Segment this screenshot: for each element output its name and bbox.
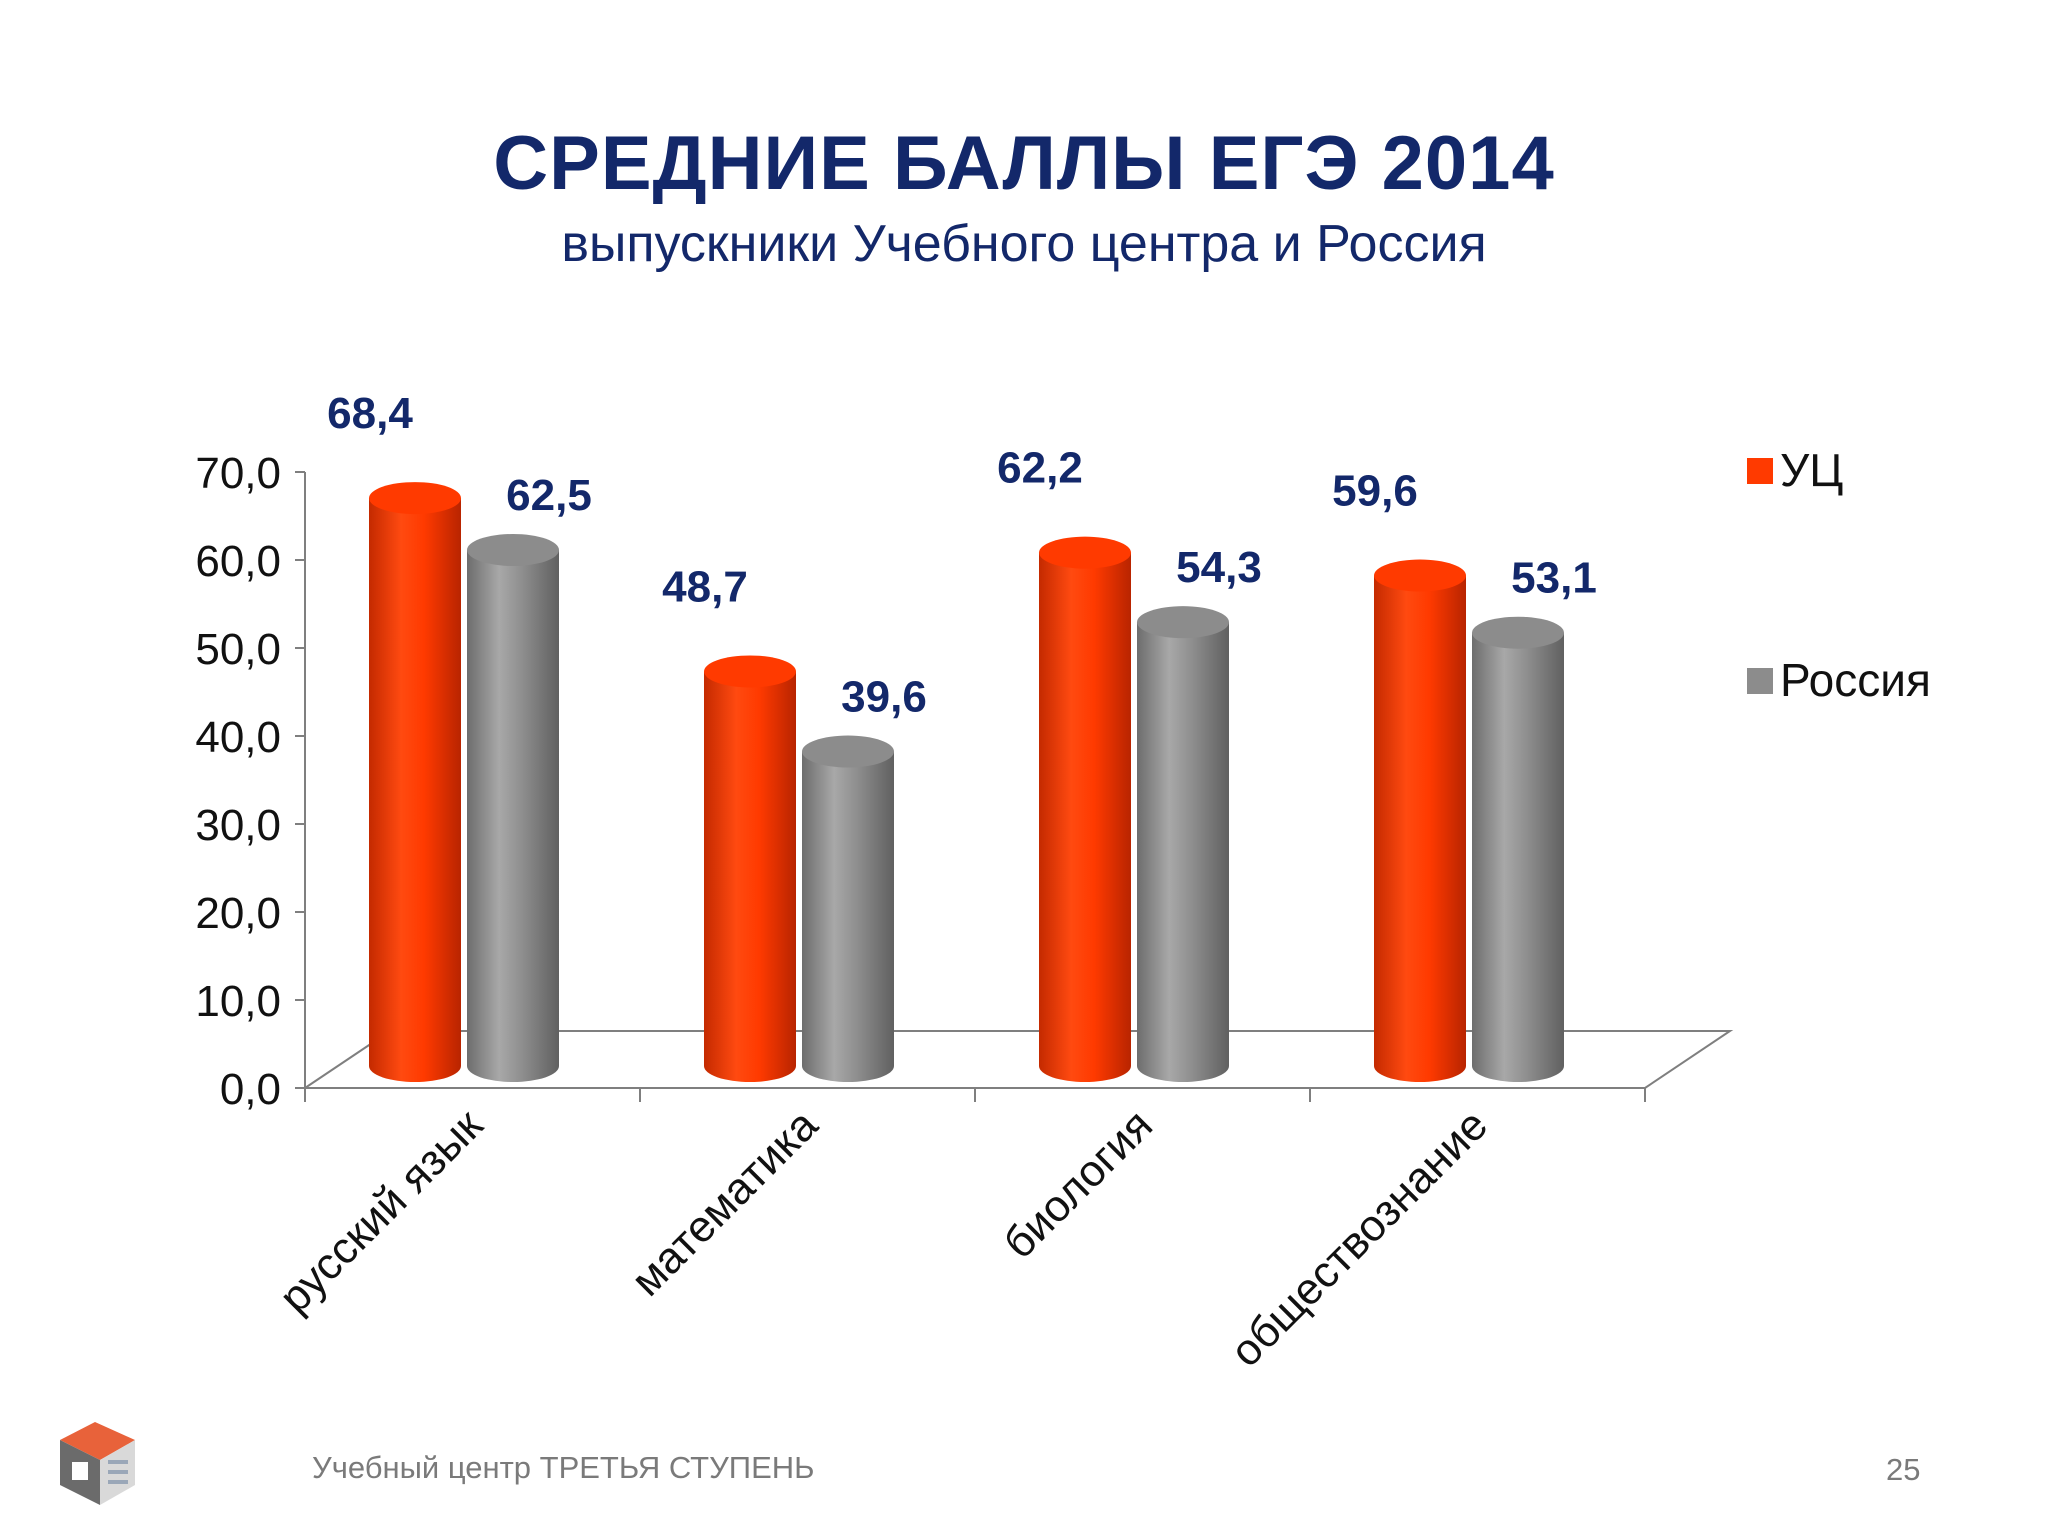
bar-russia: [1137, 606, 1229, 1082]
page-number: 25: [1886, 1452, 1921, 1487]
bar-uc: [704, 655, 796, 1082]
data-label: 68,4: [327, 389, 413, 438]
bar-top: [1472, 616, 1564, 649]
bar-uc: [1039, 536, 1131, 1082]
slide-title: СРЕДНИЕ БАЛЛЫ ЕГЭ 2014: [493, 121, 1555, 206]
bar-body: [1137, 622, 1229, 1082]
bar-uc: [369, 482, 461, 1083]
data-label: 54,3: [1176, 543, 1262, 592]
data-label: 39,6: [841, 673, 927, 722]
x-category-label: математика: [622, 1100, 827, 1305]
y-tick-label: 10,0: [195, 977, 281, 1026]
bar-body: [467, 550, 559, 1082]
data-label: 48,7: [662, 562, 748, 611]
x-category-label: русский язык: [270, 1100, 493, 1323]
data-label: 59,6: [1332, 467, 1418, 516]
slide-subtitle: выпускники Учебного центра и Россия: [561, 215, 1487, 273]
bar-body: [704, 671, 796, 1082]
legend-label: УЦ: [1780, 444, 1843, 496]
bar-russia: [467, 534, 559, 1082]
bar-body: [802, 751, 894, 1082]
bar-top: [369, 482, 461, 515]
legend-swatch: [1747, 458, 1773, 484]
bar-top: [704, 655, 796, 688]
bar-top: [467, 534, 559, 566]
data-label: 62,5: [506, 471, 592, 520]
bar-russia: [1472, 616, 1564, 1082]
data-label: 62,2: [997, 444, 1083, 493]
data-label: 53,1: [1511, 554, 1597, 603]
x-category-label: биология: [994, 1100, 1162, 1268]
y-tick-label: 30,0: [195, 801, 281, 850]
logo-icon: [60, 1422, 135, 1505]
y-tick-label: 40,0: [195, 713, 281, 762]
y-tick-label: 60,0: [195, 537, 281, 586]
y-tick-label: 0,0: [220, 1065, 281, 1114]
footer-text: Учебный центр ТРЕТЬЯ СТУПЕНЬ: [312, 1450, 815, 1485]
bar-body: [1472, 632, 1564, 1082]
bar-body: [369, 498, 461, 1083]
bar-top: [802, 735, 894, 768]
bar-body: [1039, 552, 1131, 1082]
legend-swatch: [1747, 668, 1773, 694]
bar-top: [1137, 606, 1229, 639]
bar-uc: [1374, 559, 1466, 1082]
y-tick-label: 20,0: [195, 889, 281, 938]
y-tick-label: 70,0: [195, 449, 281, 498]
bar-russia: [802, 735, 894, 1082]
bar-top: [1374, 559, 1466, 592]
legend-label: Россия: [1780, 654, 1931, 706]
x-category-label: обществознание: [1221, 1100, 1497, 1376]
bar-top: [1039, 536, 1131, 569]
bar-body: [1374, 575, 1466, 1082]
y-tick-label: 50,0: [195, 625, 281, 674]
